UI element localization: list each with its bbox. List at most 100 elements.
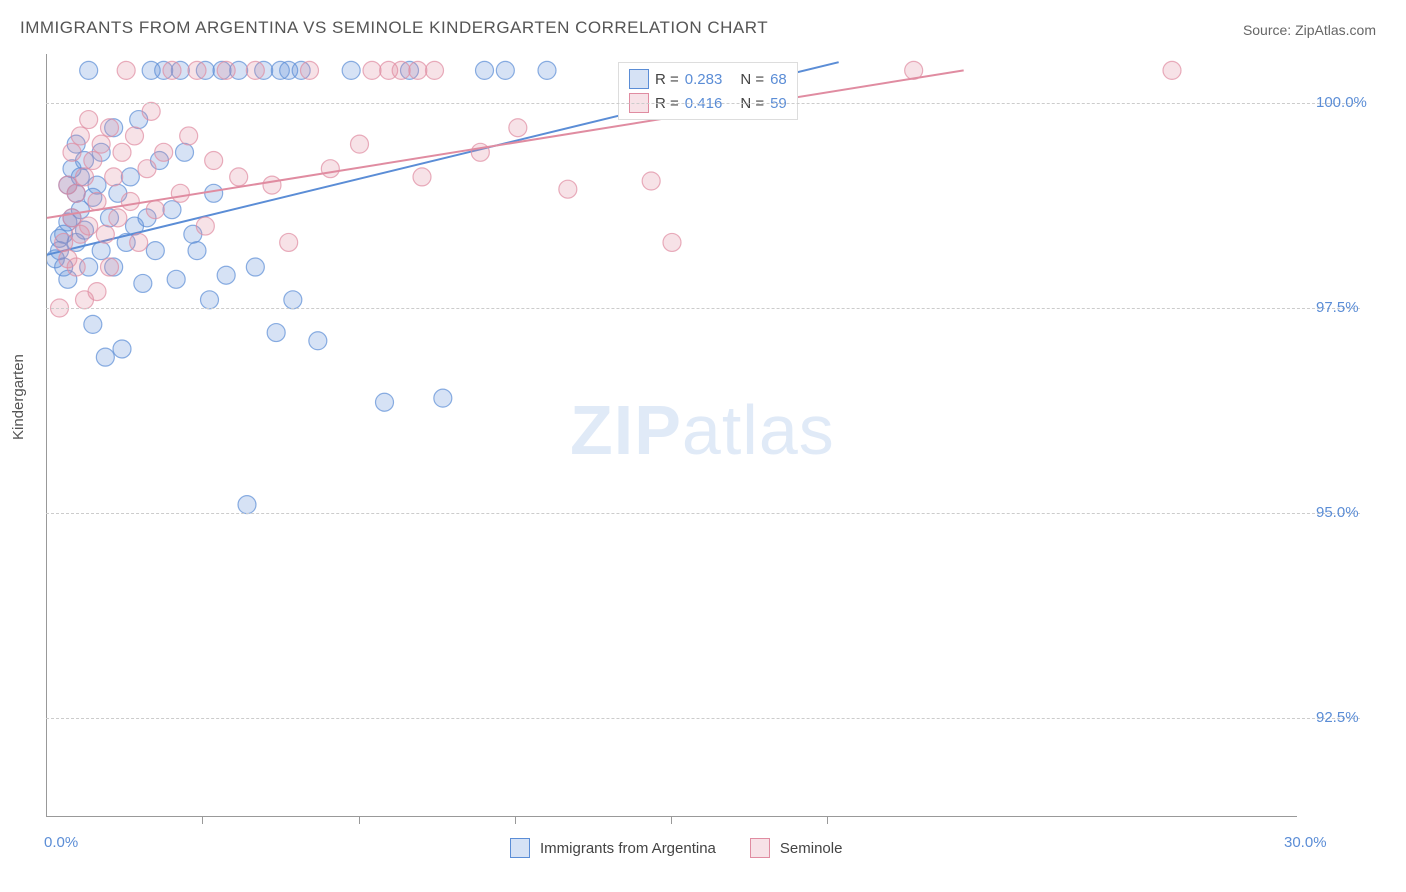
source-value: ZipAtlas.com <box>1295 22 1376 38</box>
data-point <box>101 258 119 276</box>
data-point <box>426 61 444 79</box>
data-point <box>67 184 85 202</box>
gridline <box>46 513 1360 514</box>
data-point <box>292 61 310 79</box>
data-point <box>105 168 123 186</box>
data-point <box>105 258 123 276</box>
data-point <box>434 389 452 407</box>
y-tick-label: 92.5% <box>1316 709 1359 726</box>
data-point <box>51 229 69 247</box>
data-point <box>255 61 273 79</box>
data-point <box>134 274 152 292</box>
data-point <box>63 160 81 178</box>
data-point <box>130 111 148 129</box>
data-point <box>67 258 85 276</box>
data-point <box>71 168 89 186</box>
n-label: N = <box>740 71 764 88</box>
data-point <box>280 61 298 79</box>
r-label: R = <box>655 71 679 88</box>
y-tick-label: 97.5% <box>1316 299 1359 316</box>
data-point <box>55 233 73 251</box>
data-point <box>196 217 214 235</box>
data-point <box>176 143 194 161</box>
data-point <box>167 270 185 288</box>
data-point <box>151 152 169 170</box>
data-point <box>126 127 144 145</box>
data-point <box>92 143 110 161</box>
data-point <box>363 61 381 79</box>
x-tick <box>827 816 828 824</box>
data-point <box>71 201 89 219</box>
data-point <box>271 61 289 79</box>
data-point <box>180 127 198 145</box>
data-point <box>284 291 302 309</box>
data-point <box>84 152 102 170</box>
data-point <box>105 119 123 137</box>
data-point <box>188 61 206 79</box>
trend-line <box>47 70 964 217</box>
data-point <box>121 192 139 210</box>
gridline <box>46 103 1360 104</box>
data-point <box>246 258 264 276</box>
data-point <box>142 102 160 120</box>
data-point <box>230 61 248 79</box>
data-point <box>246 61 264 79</box>
data-point <box>59 250 77 268</box>
series-legend: Immigrants from ArgentinaSeminole <box>510 838 866 858</box>
data-point <box>138 209 156 227</box>
x-tick-label: 30.0% <box>1284 834 1327 851</box>
data-point <box>76 291 94 309</box>
data-point <box>55 225 73 243</box>
data-point <box>55 258 73 276</box>
x-tick <box>202 816 203 824</box>
data-point <box>538 61 556 79</box>
x-tick <box>359 816 360 824</box>
data-point <box>146 201 164 219</box>
data-point <box>217 266 235 284</box>
data-point <box>471 143 489 161</box>
data-point <box>213 61 231 79</box>
data-point <box>109 209 127 227</box>
legend-swatch <box>629 69 649 89</box>
chart-title: IMMIGRANTS FROM ARGENTINA VS SEMINOLE KI… <box>20 18 768 38</box>
x-tick <box>515 816 516 824</box>
source-label: Source: <box>1243 22 1295 38</box>
data-point <box>71 127 89 145</box>
data-point <box>63 209 81 227</box>
data-point <box>301 61 319 79</box>
data-point <box>380 61 398 79</box>
legend-label: Seminole <box>780 840 843 857</box>
data-point <box>267 324 285 342</box>
data-point <box>101 209 119 227</box>
data-point <box>351 135 369 153</box>
data-point <box>113 340 131 358</box>
correlation-legend: R =0.283N =68R =0.416N =59 <box>618 62 798 120</box>
legend-swatch <box>510 838 530 858</box>
data-point <box>109 184 127 202</box>
data-point <box>142 61 160 79</box>
data-point <box>63 143 81 161</box>
data-point <box>171 184 189 202</box>
data-point <box>559 180 577 198</box>
chart-svg <box>47 54 1367 816</box>
gridline <box>46 308 1360 309</box>
r-value: 0.283 <box>685 71 723 88</box>
data-point <box>88 192 106 210</box>
data-point <box>59 270 77 288</box>
legend-swatch <box>750 838 770 858</box>
data-point <box>117 233 135 251</box>
data-point <box>163 201 181 219</box>
data-point <box>376 393 394 411</box>
data-point <box>155 61 173 79</box>
data-point <box>238 496 256 514</box>
data-point <box>67 233 85 251</box>
source-attribution: Source: ZipAtlas.com <box>1243 22 1376 38</box>
data-point <box>217 61 235 79</box>
data-point <box>905 61 923 79</box>
gridline <box>46 718 1360 719</box>
data-point <box>138 160 156 178</box>
data-point <box>121 168 139 186</box>
data-point <box>392 61 410 79</box>
x-tick-label: 0.0% <box>44 834 78 851</box>
data-point <box>117 61 135 79</box>
